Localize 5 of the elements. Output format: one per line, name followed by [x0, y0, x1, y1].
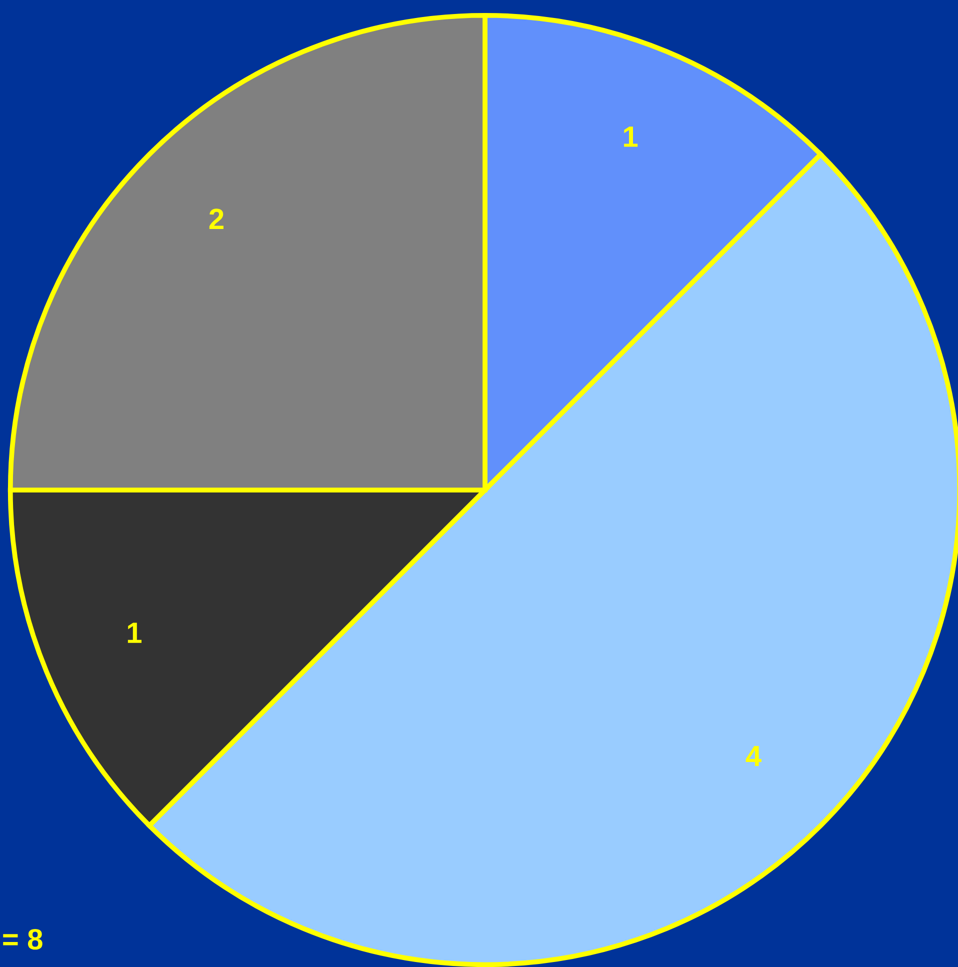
data-label: 1	[624, 126, 638, 147]
data-label: 2	[209, 208, 224, 230]
text: = 8	[3, 928, 42, 950]
data-label: 4	[746, 746, 762, 766]
data-label: 1	[128, 622, 142, 643]
